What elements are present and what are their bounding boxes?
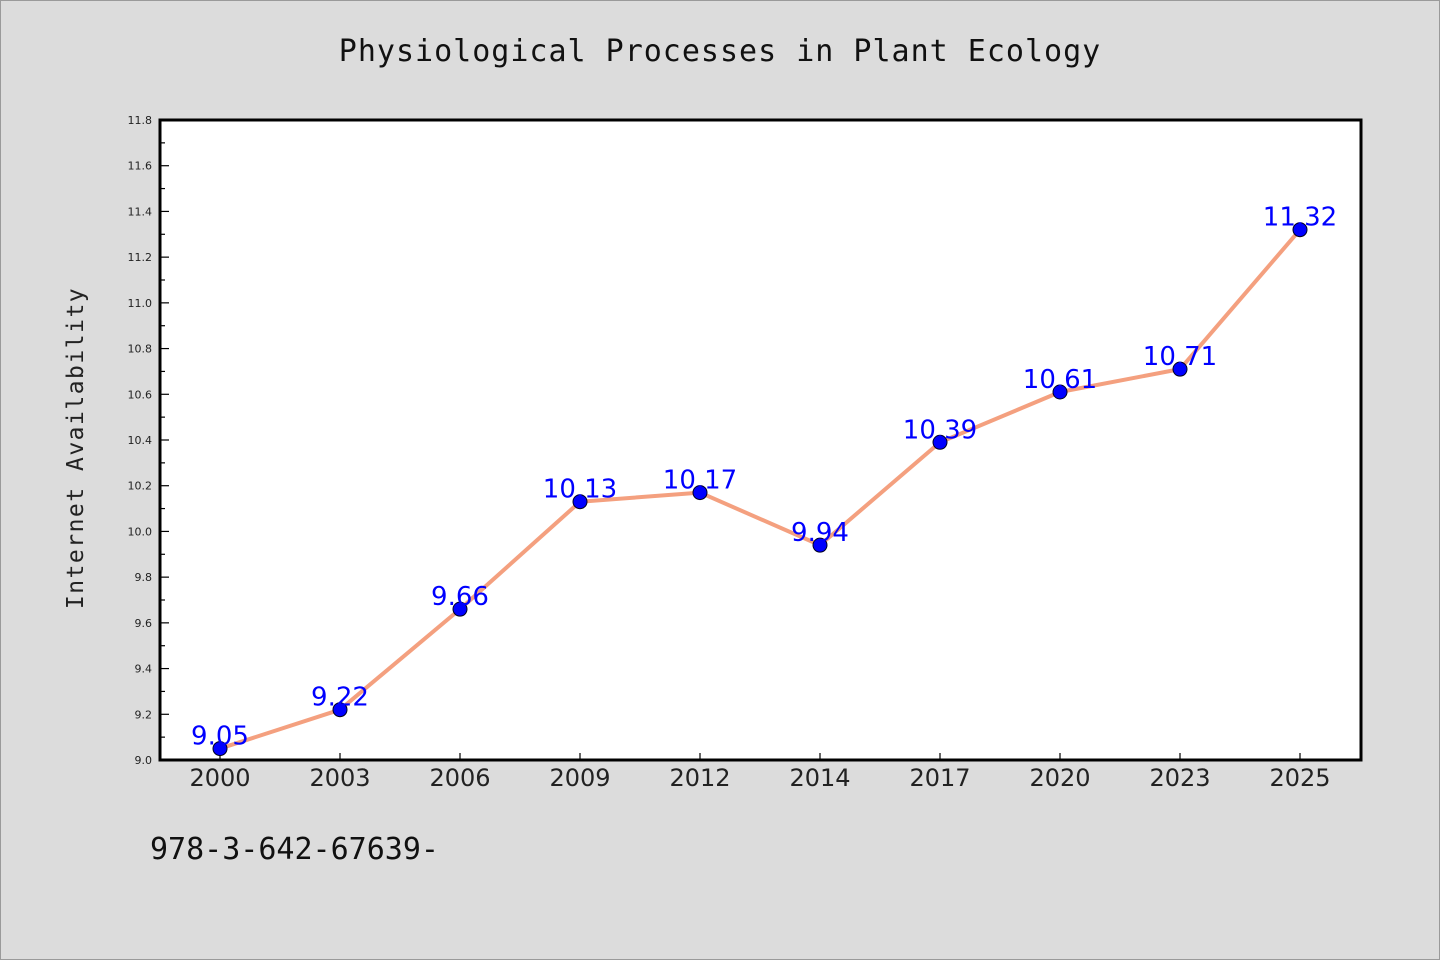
y-tick-label: 11.0: [128, 297, 153, 310]
y-tick-label: 10.4: [128, 434, 153, 447]
plot-border: [158, 118, 1363, 762]
x-tick-label: 2003: [309, 764, 370, 792]
data-label: 9.22: [311, 683, 369, 713]
y-tick-label: 10.0: [128, 525, 153, 538]
data-point: [1052, 384, 1068, 400]
x-tick-label: 2000: [189, 764, 250, 792]
plot-area: [160, 120, 1361, 760]
data-point: [332, 702, 348, 718]
x-tick-label: 2025: [1269, 764, 1330, 792]
data-label: 10.61: [1023, 365, 1097, 395]
data-label: 10.13: [543, 475, 617, 505]
footer-code: 978-3-642-67639-: [150, 832, 439, 867]
data-label: 9.05: [191, 722, 249, 752]
data-point: [692, 485, 708, 501]
chart-title: Physiological Processes in Plant Ecology: [338, 34, 1102, 69]
y-tick-label: 9.4: [135, 663, 153, 676]
x-axis-ticks: 2000 2003 2006 2009 2012 2014 2017 2020 2023 2025: [189, 753, 1331, 792]
data-label: 10.17: [663, 466, 737, 496]
data-markers: [212, 222, 1308, 757]
y-tick-label: 11.4: [128, 205, 153, 218]
data-label: 9.66: [431, 582, 489, 612]
x-tick-label: 2006: [429, 764, 490, 792]
y-tick-label: 11.6: [128, 160, 153, 173]
x-tick-label: 2014: [789, 764, 850, 792]
y-tick-label: 10.2: [128, 480, 153, 493]
y-tick-label: 10.8: [128, 343, 153, 356]
data-label: 10.71: [1143, 342, 1217, 372]
y-tick-label: 10.6: [128, 388, 153, 401]
data-point: [572, 494, 588, 510]
y-tick-label: 9.2: [135, 708, 153, 721]
data-point: [1172, 361, 1188, 377]
data-point: [1292, 222, 1308, 238]
x-tick-label: 2017: [909, 764, 970, 792]
data-label: 11.32: [1263, 203, 1337, 233]
y-axis-ticks: 9.0 9.2 9.4 9.6 9.8 10.0 10.2 10.4 10.6 10.8 11.0 1…: [128, 114, 169, 767]
y-tick-label: 11.8: [128, 114, 153, 127]
data-label: 10.39: [903, 415, 977, 445]
series-line: [219, 228, 1302, 751]
data-point: [932, 434, 948, 450]
y-tick-label: 9.0: [135, 754, 153, 767]
y-tick-label: 9.8: [135, 571, 153, 584]
y-tick-label: 9.6: [135, 617, 153, 630]
data-label: 9.94: [791, 518, 849, 548]
x-tick-label: 2009: [549, 764, 610, 792]
data-labels: 9.05 9.22 9.66 10.13 10.17 9.94 10.39 10.61 10.7…: [191, 203, 1337, 752]
data-point: [212, 741, 228, 757]
x-tick-label: 2023: [1149, 764, 1210, 792]
data-point: [452, 601, 468, 617]
data-point: [812, 537, 828, 553]
x-tick-label: 2020: [1029, 764, 1090, 792]
x-tick-label: 2012: [669, 764, 730, 792]
y-tick-label: 11.2: [128, 251, 153, 264]
